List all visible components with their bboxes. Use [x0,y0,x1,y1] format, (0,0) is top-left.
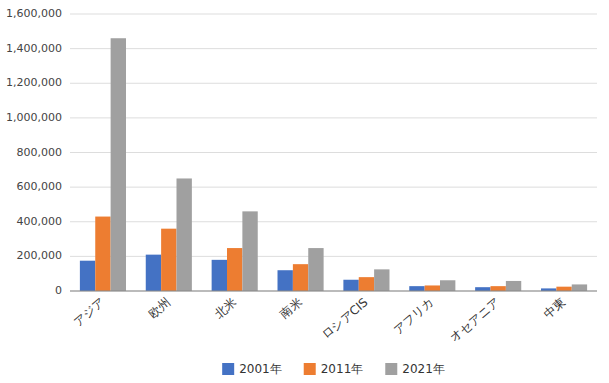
grid-line [70,117,597,118]
y-tick-label: 1,400,000 [6,42,62,55]
x-tick-label: 北米 [211,295,238,321]
bar [374,269,389,291]
x-tick-label: 中東 [541,295,568,321]
grid-line [70,221,597,222]
grid-line [70,83,597,84]
y-tick-label: 800,000 [17,146,63,159]
bar [572,284,587,291]
x-tick-label: 欧州 [146,295,173,321]
bar [212,260,227,291]
legend-swatch [222,363,234,375]
legend-label: 2001年 [239,362,282,376]
x-tick-label: 南米 [277,295,304,321]
x-tick-label: アフリカ [391,295,437,337]
legend-label: 2011年 [321,362,364,376]
bar [425,285,440,291]
y-tick-label: 1,600,000 [6,7,62,20]
grid-line [70,187,597,188]
bar [359,277,374,291]
bar [556,287,571,291]
grid-line [70,152,597,153]
bar [308,248,323,291]
bars [80,38,587,291]
legend: 2001年 2011年 2021年 [222,362,445,376]
bar [227,248,242,291]
x-tick-label: オセアニア [447,295,502,344]
bar [146,255,161,291]
x-tick-label: アジア [71,295,108,329]
bar [242,211,257,291]
bar [80,261,95,291]
y-tick-label: 0 [55,284,62,297]
legend-swatch [304,363,316,375]
chart: 0 200,000 400,000 600,000 800,000 1,000,000 1,… [0,0,609,383]
grid-line [70,48,597,49]
bar [111,38,126,291]
y-axis: 0 200,000 400,000 600,000 800,000 1,000,000 1,… [6,7,62,297]
y-tick-label: 1,000,000 [6,111,62,124]
bar [440,280,455,291]
x-axis-line [70,291,597,292]
y-tick-label: 400,000 [17,215,63,228]
bar [95,217,110,291]
bar [409,286,424,291]
y-tick-label: 600,000 [17,180,63,193]
bar [161,229,176,291]
y-tick-label: 1,200,000 [6,76,62,89]
x-tick-label: ロシアCIS [319,295,371,341]
grid-line [70,14,597,15]
x-axis: アジア 欧州 北米 南米ロシアCIS アフリカオセアニア 中東 [71,295,569,344]
grid-line [70,291,597,292]
y-tick-label: 200,000 [17,249,63,262]
bar [343,280,358,291]
bar [293,264,308,291]
bar [506,281,521,291]
grid [70,14,597,291]
bar [491,286,506,291]
bar [278,270,293,291]
legend-swatch [385,363,397,375]
bar [475,287,490,291]
bar [176,178,191,291]
legend-label: 2021年 [402,362,445,376]
